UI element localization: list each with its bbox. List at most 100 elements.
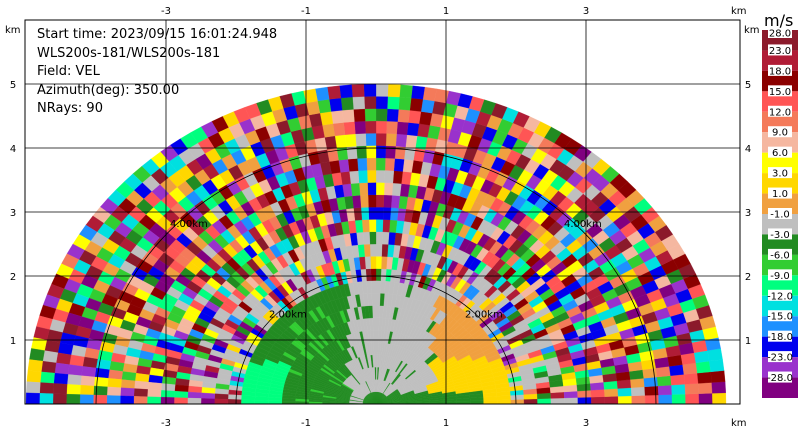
noise-cell <box>710 370 726 383</box>
colorbar-label: -1.0 <box>770 210 790 221</box>
noise-cell <box>69 354 85 367</box>
noise-cell <box>66 393 81 405</box>
range-ring-label: 2.00km <box>269 309 307 320</box>
noise-cell <box>406 122 420 137</box>
noise-cell <box>387 96 400 110</box>
scan-info: Start time: 2023/09/15 16:01:24.948 WLS2… <box>37 26 277 119</box>
noise-cell <box>381 231 390 245</box>
noise-cell <box>330 110 344 124</box>
x-unit-bottom: km <box>731 418 747 429</box>
noise-cell <box>134 380 149 390</box>
noise-cell <box>383 194 393 208</box>
echo-cell <box>375 330 379 343</box>
echo-cell <box>372 305 377 319</box>
colorbar-label-bg <box>768 146 792 158</box>
noise-cell <box>392 170 403 184</box>
colorbar-label-bg <box>768 27 792 38</box>
x-unit-top: km <box>731 6 747 17</box>
noise-cell <box>375 182 385 196</box>
noise-cell <box>408 110 422 124</box>
noise-cell <box>160 383 176 392</box>
noise-cell <box>384 157 395 171</box>
noise-cell <box>39 393 54 405</box>
colorbar-label: 23.0 <box>769 46 791 57</box>
noise-cell <box>94 367 110 379</box>
echo-cell <box>375 354 379 368</box>
noise-cell <box>375 120 387 134</box>
colorbar-label-bg <box>768 330 792 342</box>
echo-cell <box>379 293 385 306</box>
noise-cell <box>383 182 394 196</box>
noise-cell <box>386 120 398 135</box>
noise-cell <box>604 388 619 397</box>
noise-cell <box>375 170 386 183</box>
range-rings: 2.00km 2.00km 4.00km 4.00km <box>95 147 657 405</box>
echo-cell <box>375 317 380 331</box>
x-tick-label-bottom: 1 <box>443 418 449 429</box>
noise-cell <box>360 207 370 220</box>
noise-cell <box>369 243 377 257</box>
noise-cell <box>366 170 377 183</box>
noise-cell <box>669 364 685 376</box>
nrays: NRays: 90 <box>37 101 103 116</box>
noise-cell <box>418 111 433 126</box>
echo-cell <box>254 396 269 401</box>
noise-cell <box>684 383 700 395</box>
noise-cell <box>81 366 97 378</box>
noise-cell <box>201 387 216 394</box>
echo-cell <box>470 400 484 405</box>
noise-cell <box>67 364 83 376</box>
noise-cell <box>133 396 148 405</box>
noise-cell <box>563 390 578 399</box>
noise-cell <box>121 371 137 382</box>
noise-cell <box>510 399 525 405</box>
noise-cell <box>41 361 57 374</box>
noise-cell <box>631 395 646 405</box>
echo-cell <box>483 399 498 405</box>
colorbar-label-bg <box>768 85 792 97</box>
colorbar-label: -15.0 <box>767 312 793 323</box>
noise-cell <box>134 373 150 383</box>
noise-cell <box>120 395 134 405</box>
colorbar-label-bg <box>768 126 792 138</box>
noise-cell <box>564 397 579 405</box>
noise-cell <box>375 243 383 257</box>
noise-cell <box>31 337 47 351</box>
field-name: Field: VEL <box>37 64 100 79</box>
noise-cell <box>712 392 727 405</box>
y-tick-label-left: 2 <box>10 272 16 283</box>
x-tick-label-top: 1 <box>443 6 449 17</box>
noise-cell <box>368 219 377 232</box>
noise-cell <box>29 348 45 362</box>
noise-cell <box>591 396 605 405</box>
noise-cell <box>363 243 371 257</box>
noise-cell <box>358 182 369 196</box>
noise-cell <box>697 371 712 384</box>
y-tick-label-left: 3 <box>10 208 16 219</box>
noise-cell <box>187 385 203 393</box>
x-tick-label-top: -3 <box>161 6 171 17</box>
echo-cell <box>254 399 269 405</box>
noise-cell <box>357 170 368 184</box>
noise-cell <box>382 207 392 220</box>
noise-cell <box>656 375 672 387</box>
noise-cell <box>375 231 383 245</box>
noise-cell <box>79 384 95 396</box>
noise-cell <box>160 396 175 405</box>
grid-lines <box>25 20 740 404</box>
colorbar-label: 1.0 <box>772 189 788 200</box>
noise-cell <box>120 387 135 397</box>
colorbar-label-bg <box>768 351 792 363</box>
noise-cell <box>334 134 347 149</box>
noise-cell <box>42 350 59 364</box>
noise-cell <box>54 362 70 375</box>
noise-cell <box>375 157 386 171</box>
echo-cell <box>375 305 380 319</box>
noise-cell <box>386 108 399 122</box>
colorbar-label-bg <box>768 269 792 281</box>
colorbar-label: -18.0 <box>767 332 793 343</box>
noise-cell <box>362 231 371 245</box>
y-ticks-left: 1 2 3 4 5 <box>10 80 16 347</box>
noise-cell <box>398 96 412 111</box>
